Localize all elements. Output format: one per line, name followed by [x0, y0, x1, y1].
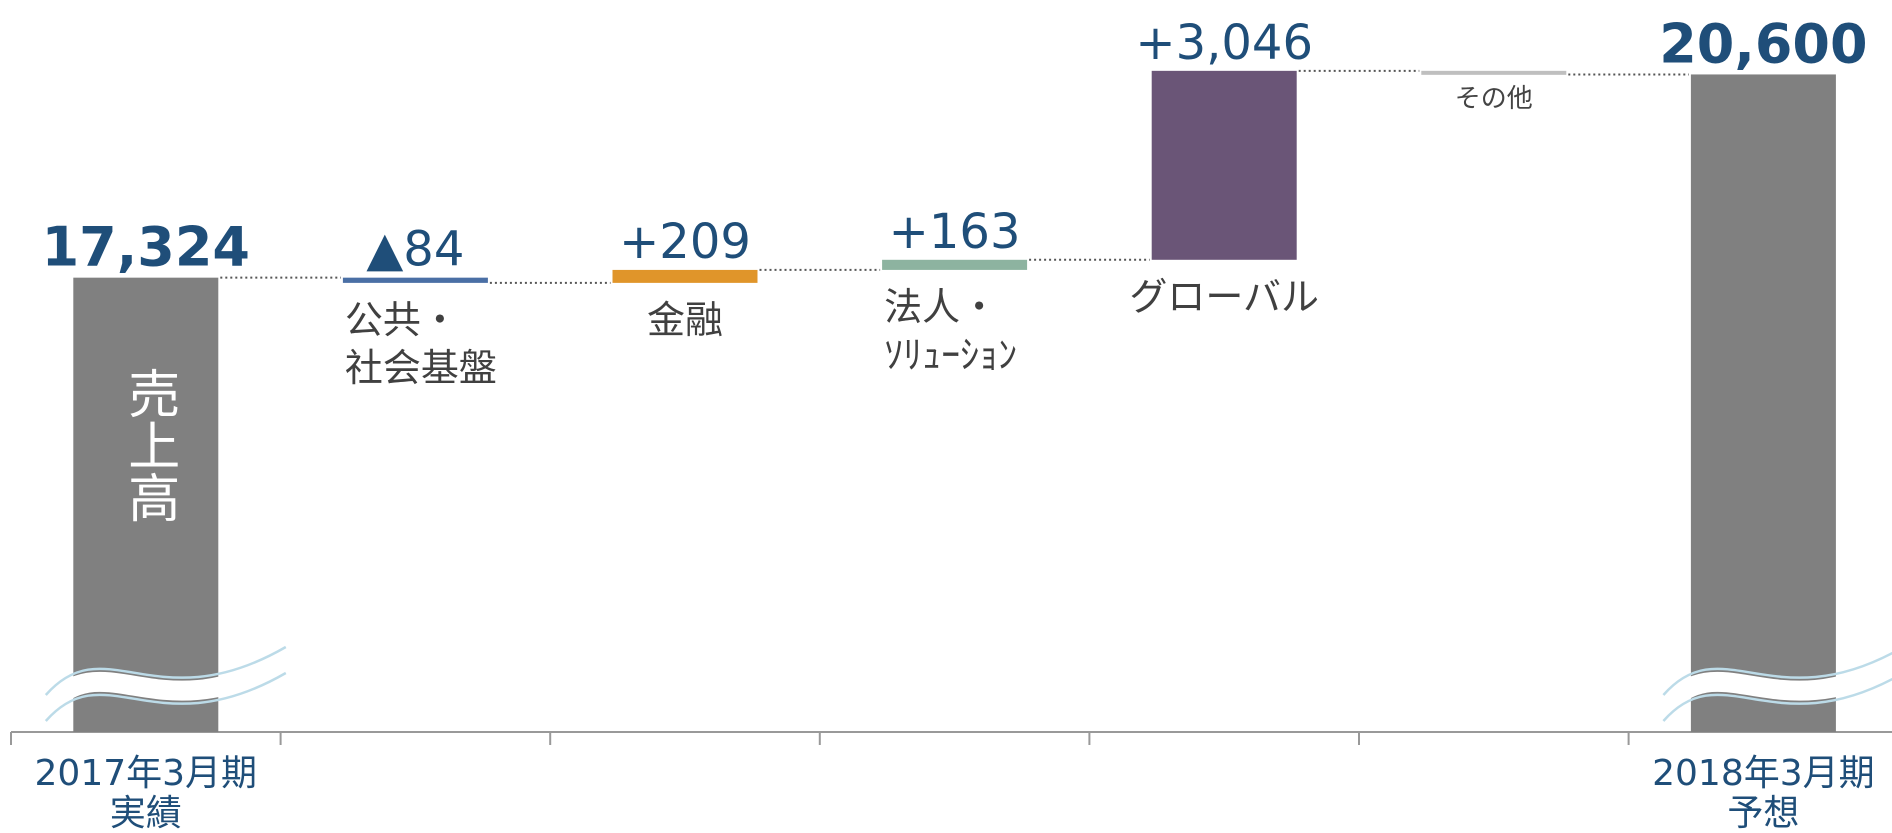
- step-bar: [342, 277, 488, 283]
- value-label: +209: [619, 214, 751, 270]
- value-label: +3,046: [1135, 15, 1313, 71]
- axis-break-line: [1662, 677, 1892, 722]
- category-label: 法人・ｿﾘｭｰｼｮﾝ: [884, 285, 1017, 377]
- category-label: 2017年3月期実績: [35, 753, 258, 833]
- axis-break-line: [44, 645, 287, 696]
- value-label: 20,600: [1659, 12, 1867, 75]
- axis-break-line: [44, 671, 287, 722]
- category-label: グローバル: [1129, 275, 1319, 319]
- step-bar: [1151, 70, 1297, 260]
- axis-break: [1655, 654, 1892, 715]
- step-bar: [612, 269, 758, 283]
- axis-break: [38, 651, 291, 715]
- value-label: +163: [889, 204, 1021, 260]
- category-label: 2018年3月期予想: [1652, 753, 1875, 833]
- step-bar: [882, 259, 1028, 270]
- step-bar: [1421, 70, 1567, 75]
- bar-annotation: 売上高: [119, 367, 179, 523]
- value-label: ▲84: [366, 222, 464, 278]
- category-label: 金融: [647, 298, 723, 342]
- total-bar: [1690, 74, 1836, 733]
- total-bar: [73, 277, 219, 732]
- axis-break-line: [1662, 651, 1892, 696]
- category-label: 公共・社会基盤: [345, 298, 497, 390]
- value-label: 17,324: [42, 216, 250, 279]
- category-label: その他: [1455, 84, 1533, 114]
